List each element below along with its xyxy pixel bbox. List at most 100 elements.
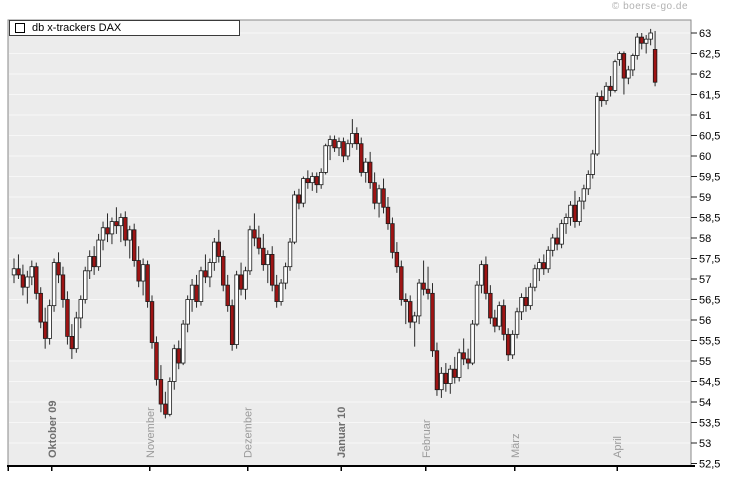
gridlines xyxy=(9,32,690,444)
candle xyxy=(586,170,591,195)
candle xyxy=(479,260,484,294)
candle xyxy=(247,225,253,275)
candle xyxy=(399,260,404,306)
candle xyxy=(42,307,48,349)
y-axis-label: 57 xyxy=(699,274,711,286)
candle xyxy=(505,328,511,361)
y-axis-label: 62 xyxy=(699,69,711,81)
candle xyxy=(91,246,97,275)
candle xyxy=(145,260,150,308)
candle xyxy=(136,246,141,288)
candle xyxy=(608,76,613,97)
y-axis: 63 62,5 62 61,5 61 60,5 60 59,5 59 58,5 58 57,5 57 56… xyxy=(691,28,720,470)
candle xyxy=(56,252,61,284)
candles xyxy=(11,28,658,419)
candle xyxy=(456,348,462,382)
candle xyxy=(603,82,609,105)
candle xyxy=(261,233,266,271)
y-axis-label: 60 xyxy=(699,151,711,163)
candle xyxy=(595,92,600,156)
candle xyxy=(185,295,190,333)
candle xyxy=(194,274,199,308)
month-label: Januar 10 xyxy=(336,407,348,458)
candle xyxy=(87,250,92,279)
candle xyxy=(109,217,115,245)
candle xyxy=(60,266,66,308)
candle xyxy=(497,301,502,331)
candle xyxy=(528,283,533,310)
legend: db x-trackers DAX xyxy=(9,20,240,36)
candle xyxy=(345,139,351,161)
candle xyxy=(639,33,644,50)
candle xyxy=(140,258,146,296)
candle xyxy=(229,299,235,351)
candle xyxy=(65,291,70,345)
candle xyxy=(163,391,168,419)
candle xyxy=(51,258,57,312)
month-label: Oktober 09 xyxy=(47,401,59,458)
candle xyxy=(114,207,119,234)
candle xyxy=(385,197,391,230)
candle xyxy=(292,190,297,245)
candle xyxy=(470,320,475,366)
candle xyxy=(127,225,132,259)
candle xyxy=(581,184,587,210)
candle xyxy=(546,246,551,273)
candle xyxy=(376,184,382,218)
candle xyxy=(11,258,17,284)
candle xyxy=(612,59,618,93)
candle xyxy=(483,256,489,300)
legend-checkbox-icon[interactable] xyxy=(15,23,25,33)
candle xyxy=(621,51,627,95)
y-axis-label: 63 xyxy=(699,28,711,40)
candle xyxy=(403,293,408,325)
candle xyxy=(523,287,529,312)
y-axis-label: 56,5 xyxy=(699,294,720,306)
month-label: November xyxy=(145,407,157,458)
candle xyxy=(648,28,653,46)
candle xyxy=(172,344,177,390)
candle xyxy=(180,320,186,366)
candle xyxy=(336,137,342,156)
candle xyxy=(274,274,279,308)
candle xyxy=(554,227,560,251)
candle xyxy=(243,266,248,300)
y-axis-label: 61,5 xyxy=(699,89,720,101)
candle xyxy=(425,266,431,300)
candle xyxy=(563,213,569,234)
candle xyxy=(390,217,395,259)
candle xyxy=(225,274,230,312)
candle xyxy=(372,172,377,210)
candle xyxy=(189,279,195,312)
candle xyxy=(25,270,30,304)
candle xyxy=(590,149,595,179)
y-axis-label: 55,5 xyxy=(699,335,720,347)
candle xyxy=(132,223,137,267)
y-axis-label: 53,5 xyxy=(699,417,720,429)
candle xyxy=(439,367,444,398)
y-axis-label: 58,5 xyxy=(699,212,720,224)
candle xyxy=(541,254,546,275)
candle xyxy=(323,143,328,175)
candle xyxy=(350,119,355,148)
candle xyxy=(118,213,124,243)
candle xyxy=(69,324,75,359)
candle xyxy=(123,211,128,247)
candle xyxy=(452,356,457,384)
candle xyxy=(652,30,658,87)
candle xyxy=(310,172,315,191)
month-label: Dezember xyxy=(243,407,255,458)
candle xyxy=(630,53,636,77)
candle xyxy=(38,287,43,329)
candle xyxy=(488,285,493,325)
candle xyxy=(474,281,480,327)
candle xyxy=(287,238,293,271)
candle xyxy=(305,170,311,189)
candle xyxy=(256,225,262,255)
candle xyxy=(559,219,564,249)
candle xyxy=(314,172,319,193)
y-axis-label: 58 xyxy=(699,233,711,245)
candle xyxy=(510,330,515,359)
